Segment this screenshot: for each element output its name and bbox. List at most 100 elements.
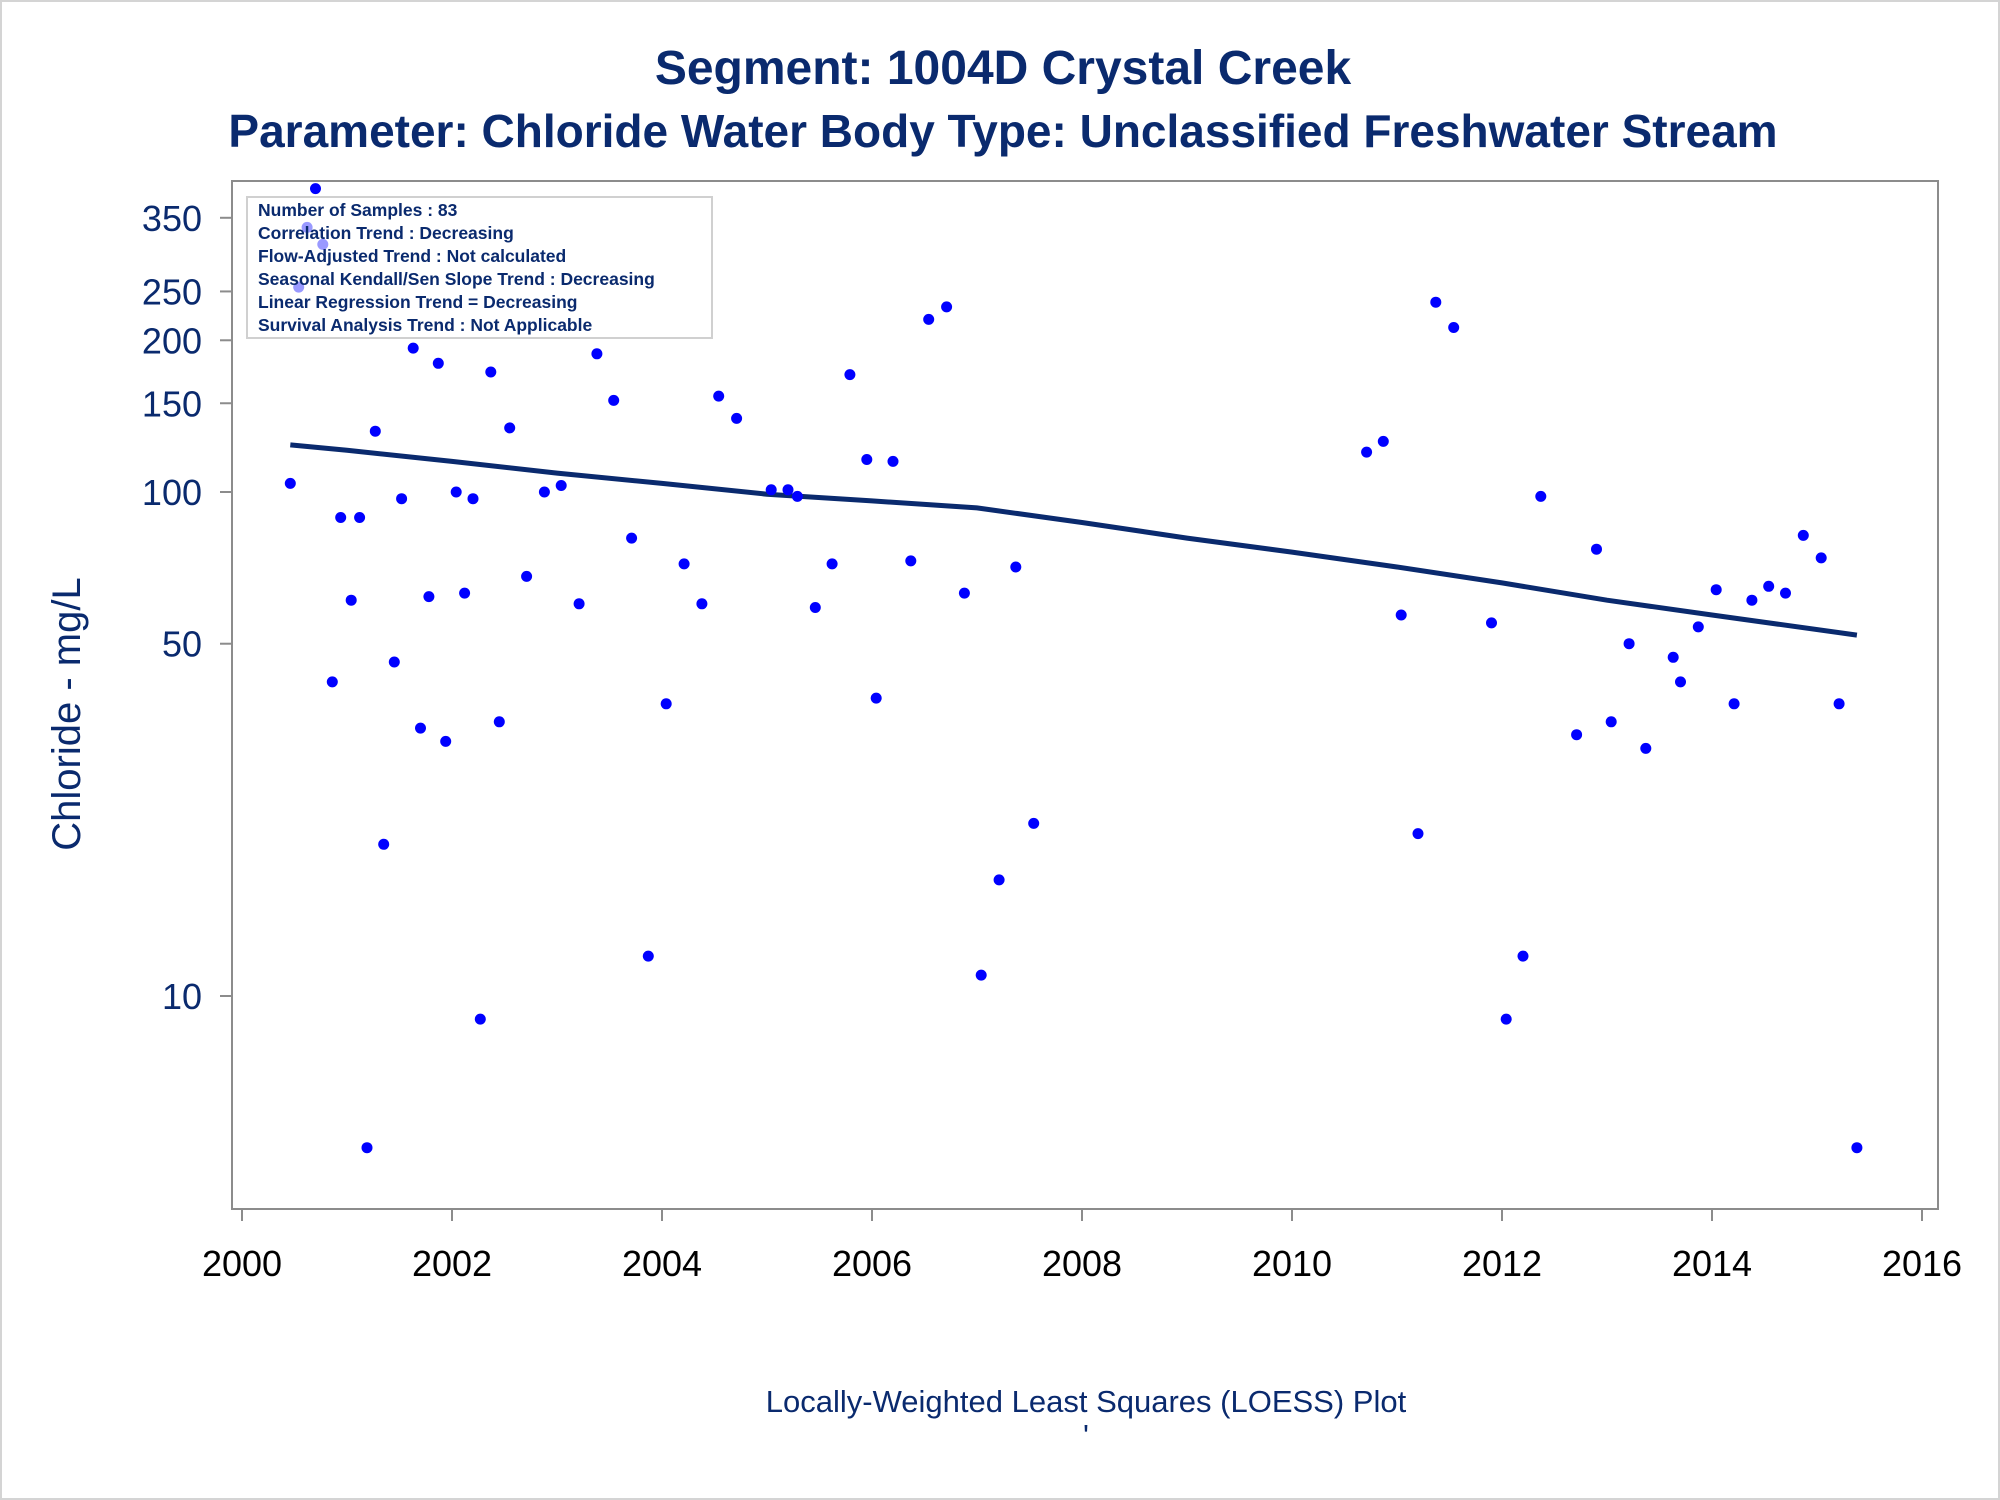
y-tick-label: 250 — [142, 271, 202, 312]
data-point — [1361, 446, 1373, 458]
data-point — [1667, 651, 1679, 663]
data-point — [696, 598, 708, 610]
data-point — [485, 366, 497, 378]
data-point — [1815, 552, 1827, 564]
data-point — [573, 598, 585, 610]
data-point — [1028, 817, 1040, 829]
data-point — [993, 874, 1005, 886]
data-point — [958, 587, 970, 599]
y-tick-label: 100 — [142, 472, 202, 513]
data-point — [555, 480, 567, 491]
data-point — [660, 698, 672, 710]
data-point — [1833, 698, 1845, 710]
data-point — [493, 716, 505, 728]
data-point — [450, 486, 462, 498]
data-point — [396, 493, 408, 505]
data-point — [844, 369, 856, 381]
data-point — [1010, 561, 1022, 573]
data-point — [1675, 676, 1686, 688]
x-axis: 2000 2002 2004 2006 2008 2010 2012 2014 2016 — [202, 1209, 1962, 1284]
info-seasonal-kendall-trend: Seasonal Kendall/Sen Slope Trend : Decre… — [258, 269, 655, 289]
info-linear-regression-trend: Linear Regression Trend = Decreasing — [258, 292, 578, 312]
data-point — [887, 455, 899, 467]
y-tick-label: 200 — [142, 320, 202, 361]
x-tick-label: 2016 — [1882, 1243, 1962, 1284]
data-point — [591, 348, 603, 360]
data-point — [1605, 716, 1617, 728]
y-axis: 10 50 100 150 200 250 350 — [142, 198, 232, 1017]
data-point — [791, 490, 803, 502]
data-point — [905, 555, 917, 567]
data-point — [1710, 584, 1722, 596]
x-tick-label: 2008 — [1042, 1243, 1122, 1284]
info-flow-adjusted-trend: Flow-Adjusted Trend : Not calculated — [258, 246, 566, 266]
y-axis-label: Chloride - mg/L — [45, 577, 89, 850]
data-point — [388, 656, 400, 668]
x-tick-label: 2002 — [412, 1243, 492, 1284]
data-point — [826, 558, 838, 570]
footnote-mark: ' — [1083, 1418, 1089, 1453]
loess-trend-line — [290, 442, 1858, 638]
data-point — [369, 425, 381, 437]
x-tick-label: 2006 — [832, 1243, 912, 1284]
data-point — [1412, 828, 1424, 840]
data-point — [1517, 950, 1529, 962]
data-point — [1377, 435, 1389, 447]
data-point — [326, 676, 338, 688]
data-point — [678, 558, 690, 570]
data-point — [415, 722, 426, 734]
data-point — [423, 591, 435, 603]
data-point — [1571, 729, 1583, 741]
plot-area — [231, 180, 1939, 1210]
data-point — [432, 357, 444, 369]
data-point — [1623, 638, 1635, 650]
data-point — [782, 484, 794, 496]
data-point — [941, 301, 953, 313]
data-point — [1763, 580, 1775, 592]
data-point — [440, 735, 452, 747]
x-tick-label: 2010 — [1252, 1243, 1332, 1284]
data-point — [626, 532, 638, 544]
data-point — [538, 486, 550, 498]
data-point — [354, 512, 366, 523]
data-point — [975, 969, 987, 981]
data-point — [1797, 529, 1809, 541]
data-point — [1640, 742, 1652, 754]
data-point — [467, 493, 479, 505]
data-point — [378, 838, 390, 850]
y-tick-label: 10 — [162, 976, 202, 1017]
data-point — [870, 692, 882, 704]
data-point — [1448, 322, 1460, 333]
data-point — [923, 313, 935, 325]
x-tick-label: 2000 — [202, 1243, 282, 1284]
data-point — [407, 342, 419, 354]
data-point — [642, 950, 654, 962]
y-tick-label: 150 — [142, 383, 202, 424]
data-point — [1591, 543, 1602, 555]
data-point — [310, 183, 321, 195]
data-point — [1395, 609, 1407, 621]
data-point — [765, 484, 777, 496]
x-tick-label: 2014 — [1672, 1243, 1752, 1284]
x-tick-label: 2012 — [1462, 1243, 1542, 1284]
chart-title: Segment: 1004D Crystal Creek — [655, 42, 1352, 95]
data-point — [713, 390, 725, 402]
y-tick-label: 350 — [142, 198, 202, 239]
footnote: Locally-Weighted Least Squares (LOESS) P… — [766, 1384, 1407, 1419]
data-point — [521, 570, 533, 582]
data-point — [459, 587, 471, 599]
chart-subtitle: Parameter: Chloride Water Body Type: Unc… — [228, 105, 1777, 157]
data-point — [504, 422, 516, 434]
data-point — [1728, 698, 1740, 710]
data-point — [1851, 1142, 1863, 1154]
data-point — [1692, 621, 1704, 633]
data-point — [1746, 594, 1758, 606]
data-point — [1500, 1013, 1512, 1025]
data-point — [345, 594, 357, 606]
info-samples: Number of Samples : 83 — [258, 200, 458, 220]
data-point — [1535, 490, 1547, 502]
data-point — [731, 412, 743, 424]
info-survival-analysis-trend: Survival Analysis Trend : Not Applicable — [258, 315, 592, 335]
data-point — [861, 454, 873, 465]
